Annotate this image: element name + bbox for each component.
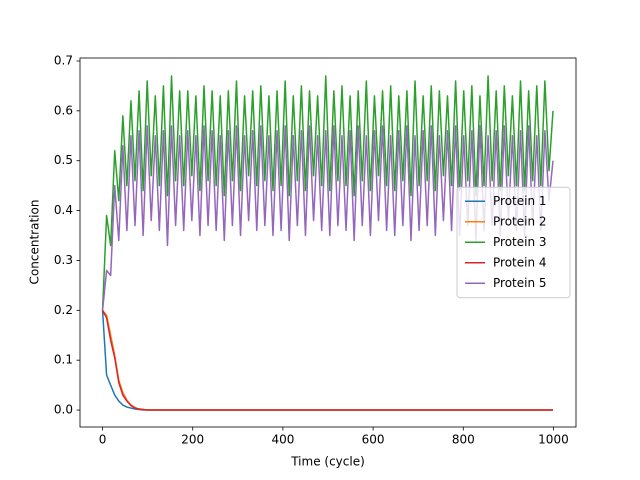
x-axis-label: Time (cycle): [290, 455, 365, 469]
x-tick-label: 0: [99, 433, 107, 447]
y-axis-label: Concentration: [28, 200, 42, 285]
x-tick-label: 400: [271, 433, 294, 447]
x-tick-label: 1000: [538, 433, 569, 447]
series-line: [101, 75, 554, 311]
y-tick-label: 0.0: [54, 403, 73, 417]
y-tick-label: 0.2: [54, 303, 73, 317]
legend-box: [456, 186, 571, 299]
x-tick-label: 200: [181, 433, 204, 447]
y-tick-label: 0.4: [54, 203, 73, 217]
legend-label: Protein 3: [493, 235, 547, 249]
series-line: [101, 309, 553, 411]
y-tick-label: 0.3: [54, 253, 73, 267]
x-tick-label: 600: [362, 433, 385, 447]
legend-label: Protein 4: [493, 255, 547, 269]
y-tick-label: 0.1: [54, 353, 73, 367]
legend-label: Protein 5: [493, 276, 547, 290]
legend-label: Protein 2: [493, 214, 547, 228]
y-tick-label: 0.7: [54, 53, 73, 67]
plot-area: [101, 75, 554, 411]
legend-label: Protein 1: [493, 194, 547, 208]
y-tick-label: 0.6: [54, 103, 73, 117]
x-tick-label: 800: [452, 433, 475, 447]
y-tick-label: 0.5: [54, 153, 73, 167]
series-line: [101, 125, 554, 311]
axes-frame: [79, 57, 577, 428]
